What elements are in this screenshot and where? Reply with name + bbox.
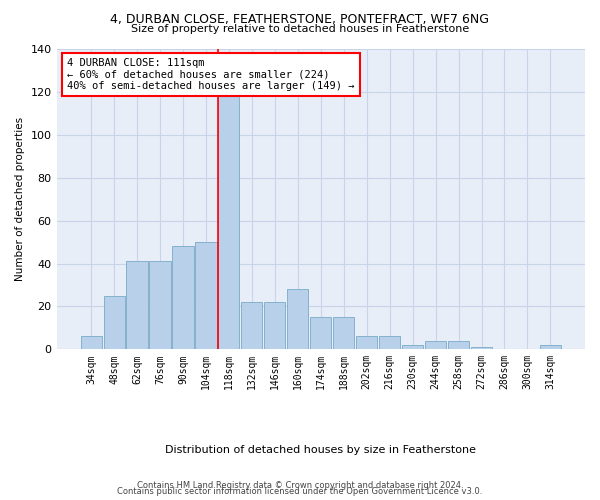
- Bar: [425, 341, 446, 349]
- Bar: [287, 290, 308, 350]
- Bar: [471, 347, 492, 350]
- Bar: [402, 345, 423, 350]
- Bar: [448, 341, 469, 349]
- Bar: [379, 336, 400, 349]
- Bar: [80, 336, 101, 349]
- Bar: [310, 317, 331, 350]
- Bar: [540, 345, 561, 350]
- Text: Contains HM Land Registry data © Crown copyright and database right 2024.: Contains HM Land Registry data © Crown c…: [137, 481, 463, 490]
- Bar: [218, 96, 239, 349]
- Text: Contains public sector information licensed under the Open Government Licence v3: Contains public sector information licen…: [118, 487, 482, 496]
- Text: 4 DURBAN CLOSE: 111sqm
← 60% of detached houses are smaller (224)
40% of semi-de: 4 DURBAN CLOSE: 111sqm ← 60% of detached…: [67, 58, 355, 91]
- Bar: [356, 336, 377, 349]
- Y-axis label: Number of detached properties: Number of detached properties: [15, 117, 25, 281]
- Bar: [172, 246, 194, 350]
- Bar: [149, 262, 170, 350]
- Bar: [104, 296, 125, 350]
- Bar: [241, 302, 262, 350]
- Text: Size of property relative to detached houses in Featherstone: Size of property relative to detached ho…: [131, 24, 469, 34]
- X-axis label: Distribution of detached houses by size in Featherstone: Distribution of detached houses by size …: [165, 445, 476, 455]
- Bar: [264, 302, 286, 350]
- Text: 4, DURBAN CLOSE, FEATHERSTONE, PONTEFRACT, WF7 6NG: 4, DURBAN CLOSE, FEATHERSTONE, PONTEFRAC…: [110, 12, 490, 26]
- Bar: [333, 317, 354, 350]
- Bar: [127, 262, 148, 350]
- Bar: [196, 242, 217, 350]
